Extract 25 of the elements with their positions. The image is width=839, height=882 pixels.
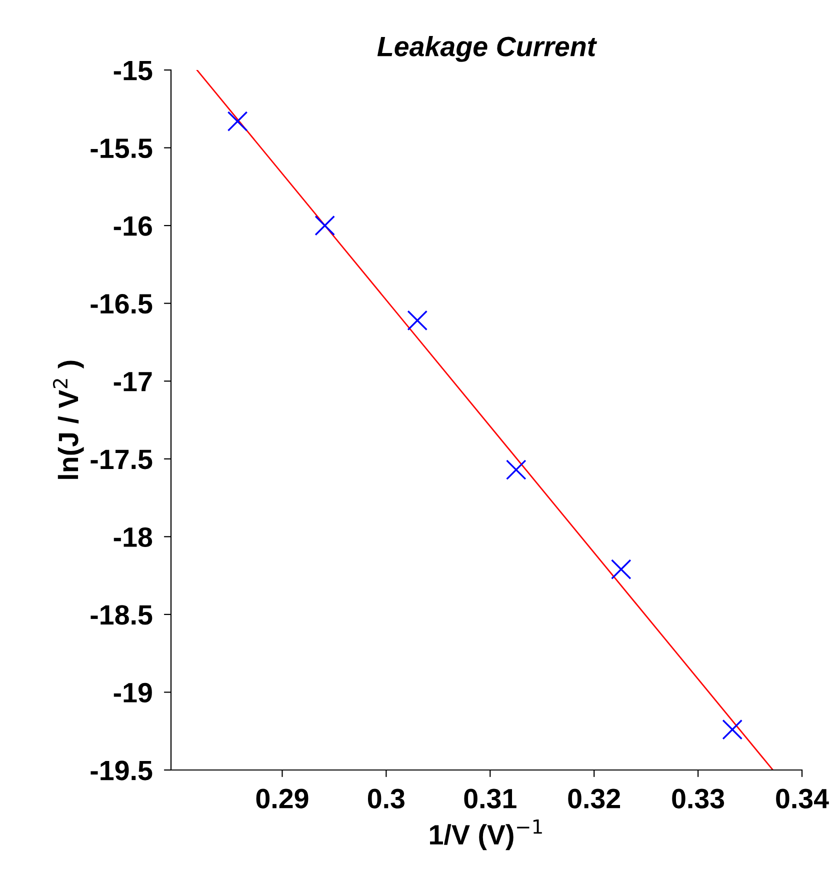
y-axis-title: ln(J / V$^{2}$ ) (52, 360, 84, 479)
y-tick-label: -18.5 (90, 605, 152, 625)
point (610, 559, 632, 580)
x-tick-label: 0.31 (464, 788, 516, 808)
y-tick-label: -15.5 (90, 138, 152, 158)
point (314, 215, 336, 236)
point (407, 310, 428, 331)
y-tick-label: -18 (114, 527, 152, 548)
point (506, 460, 526, 480)
y-tick-label: -17 (114, 372, 152, 392)
y-tick-label: -19 (114, 682, 152, 703)
point (227, 111, 248, 132)
point (722, 719, 743, 740)
x-tick-label: 0.34 (776, 788, 829, 808)
x-tick-label: 0.32 (568, 788, 620, 808)
x-tick-label: 0.29 (256, 788, 308, 808)
x-tick-label: 0.33 (672, 788, 724, 808)
y-tick-label: -17.5 (90, 450, 152, 470)
y-tick-label: -15 (114, 60, 152, 80)
x-tick-label: 0.3 (368, 788, 404, 808)
chart-title: Leakage Current (377, 36, 598, 62)
y-tick-label: -16.5 (90, 294, 152, 314)
y-tick-label: -19.5 (90, 760, 152, 780)
x-axis-title: 1/V (V)$^{−1}$ (430, 820, 542, 850)
y-tick-label: -16 (114, 216, 152, 236)
